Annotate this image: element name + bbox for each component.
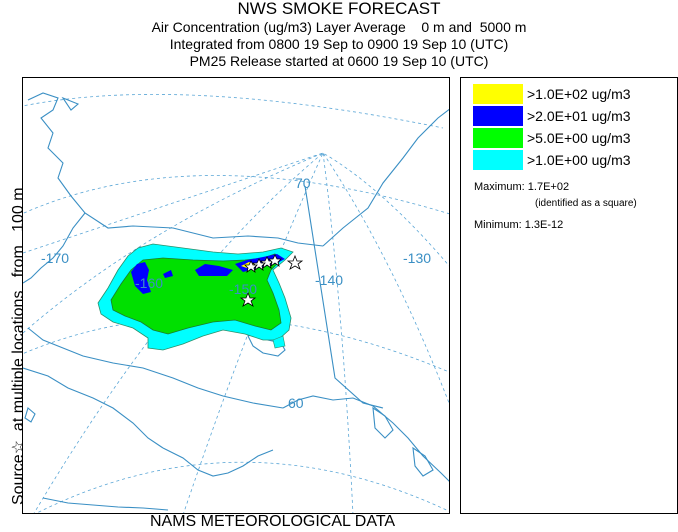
source-star-icon — [252, 258, 266, 271]
plume-level-3a — [131, 262, 151, 294]
legend-label-2: >2.0E+01 ug/m3 — [527, 108, 631, 124]
coastline — [23, 92, 449, 511]
plume-level-3b — [195, 264, 233, 276]
legend-minimum: Minimum: 1.3E-12 — [474, 219, 564, 231]
legend-maximum: Maximum: 1.7E+02 — [474, 181, 570, 193]
lon-label-150: -150 — [229, 281, 257, 297]
lat-label-60: 60 — [288, 395, 304, 411]
legend-swatch-cyan — [473, 150, 523, 170]
footer-data-source: NAMS METEOROLOGICAL DATA — [150, 513, 396, 530]
lon-label-160: -160 — [135, 275, 163, 291]
legend-label-3: >5.0E+00 ug/m3 — [527, 130, 631, 146]
plume-cell-2 — [272, 335, 286, 349]
lon-label-130: -130 — [403, 250, 431, 266]
smoke-map: -170 -160 -150 -140 -130 70 60 — [22, 77, 450, 514]
release-info: PM25 Release started at 0600 19 Sep 10 (… — [189, 53, 489, 69]
lon-label-140: -140 — [315, 272, 343, 288]
graticule-labels: -170 -160 -150 -140 -130 70 60 — [41, 175, 431, 411]
plume-level-2 — [110, 253, 282, 335]
source-markers — [239, 254, 304, 307]
source-star-icon — [239, 291, 257, 307]
legend-label-4: >1.0E+00 ug/m3 — [527, 152, 631, 168]
border-line — [304, 185, 384, 409]
legend-swatch-blue — [473, 106, 523, 126]
legend-swatch-yellow — [473, 84, 523, 104]
source-star-icon — [286, 254, 304, 270]
legend-label-1: >1.0E+02 ug/m3 — [527, 86, 631, 102]
legend-swatch-green — [473, 128, 523, 148]
source-star-icon — [268, 254, 282, 267]
integration-period: Integrated from 0800 19 Sep to 0900 19 S… — [169, 36, 509, 52]
lon-label-170: -170 — [41, 250, 69, 266]
forecast-title: NWS SMOKE FORECAST — [237, 0, 441, 18]
legend-panel: >1.0E+02 ug/m3 >2.0E+01 ug/m3 >5.0E+00 u… — [460, 77, 678, 514]
plume-cell-1 — [163, 270, 173, 278]
longitude-lines — [23, 152, 449, 513]
smoke-plume — [97, 243, 294, 351]
map-canvas: -170 -160 -150 -140 -130 70 60 — [23, 92, 449, 513]
lat-label-70: 70 — [295, 175, 311, 191]
source-star-icon — [244, 260, 258, 273]
legend-maximum-note: (identified as a square) — [535, 198, 637, 209]
concentration-subtitle: Air Concentration (ug/m3) Layer Average … — [151, 19, 527, 35]
